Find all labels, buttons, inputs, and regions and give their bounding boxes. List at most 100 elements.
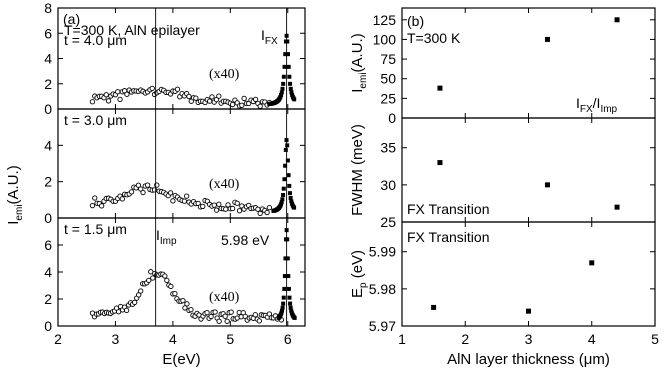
data-point-open	[181, 198, 188, 204]
data-point-square	[282, 286, 287, 291]
y-tick-label: 35	[380, 140, 396, 156]
energy-label: 5.98 eV	[221, 232, 270, 248]
data-point-open	[115, 89, 121, 95]
x-tick-label: 6	[284, 331, 292, 347]
data-point-square	[285, 39, 290, 44]
x-tick-label: 4	[588, 331, 596, 347]
data-point-square	[589, 260, 595, 266]
imp-peak-label: IImp	[156, 227, 177, 247]
data-point-square	[289, 199, 294, 204]
data-point-square	[281, 74, 286, 79]
y-axis-label: Iemi(A.U.)	[5, 165, 25, 224]
data-point-open	[174, 86, 181, 92]
data-point-open	[255, 206, 261, 212]
y-tick-label: 25	[380, 90, 396, 106]
y-tick-label: 0	[44, 210, 52, 226]
data-point-square	[281, 192, 286, 197]
data-point-open	[164, 277, 170, 284]
data-point-square	[437, 85, 443, 91]
data-point-open	[128, 189, 135, 195]
data-point-open	[172, 291, 178, 297]
data-point-square	[437, 160, 443, 166]
data-point-open	[216, 318, 222, 324]
x-axis-label: AlN layer thickness (μm)	[447, 351, 610, 368]
subpanel-frame	[401, 7, 656, 119]
data-point-square	[281, 81, 286, 86]
data-point-square	[544, 36, 550, 42]
data-point-open	[89, 99, 96, 105]
data-point-open	[124, 91, 130, 97]
data-point-square	[544, 182, 550, 188]
data-point-open	[224, 318, 230, 324]
data-point-open	[223, 206, 229, 212]
data-point-open	[144, 182, 151, 188]
data-point-open	[216, 201, 222, 207]
scale-label: (x40)	[209, 177, 240, 192]
data-point-square	[292, 97, 297, 102]
y-tick-label: 2	[44, 291, 52, 307]
y-tick-label: 75	[380, 51, 396, 67]
data-point-open	[211, 202, 217, 208]
y-tick-label: 25	[380, 214, 396, 230]
data-point-open	[241, 95, 247, 102]
data-point-open	[138, 288, 144, 294]
x-tick-label: 4	[169, 331, 177, 347]
data-point-square	[280, 197, 285, 202]
data-point-open	[229, 101, 236, 108]
data-point-square	[292, 315, 297, 320]
data-point-square	[278, 202, 283, 207]
data-point-open	[119, 196, 125, 202]
data-point-open	[264, 209, 270, 216]
data-point-square	[282, 177, 287, 182]
y-axis-label: FWHM (meV)	[349, 124, 366, 216]
data-point-square	[288, 86, 293, 91]
data-point-open	[212, 309, 218, 315]
y-tick-label: 5.98	[369, 281, 396, 297]
data-point-square	[283, 163, 288, 168]
data-point-square	[288, 301, 293, 306]
y-tick-label: 5.97	[369, 318, 396, 334]
data-point-open	[216, 93, 222, 99]
data-point-square	[287, 183, 292, 188]
data-point-square	[279, 310, 284, 315]
data-point-square	[287, 191, 292, 196]
x-tick-label: 2	[54, 331, 62, 347]
data-point-square	[286, 286, 291, 291]
data-point-open	[99, 203, 105, 209]
data-point-square	[287, 74, 292, 79]
data-point-open	[234, 200, 240, 206]
x-tick-label: 5	[226, 331, 234, 347]
data-point-open	[89, 203, 96, 209]
y-tick-label: 4	[44, 264, 52, 280]
y-tick-label: 2	[44, 174, 52, 190]
data-point-open	[222, 313, 228, 319]
y-tick-label: 4	[44, 137, 52, 153]
data-point-square	[526, 308, 531, 314]
data-point-square	[288, 81, 293, 86]
data-point-open	[146, 277, 152, 283]
data-point-square	[279, 200, 284, 205]
ratio-label: IFX/IImp	[576, 95, 618, 115]
data-point-open	[193, 95, 199, 101]
data-point-open	[228, 309, 234, 315]
data-point-square	[292, 205, 297, 210]
y-tick-label: 0	[44, 318, 52, 334]
data-point-open	[149, 85, 155, 92]
data-point-square	[289, 90, 294, 95]
data-point-square	[289, 308, 294, 313]
data-point-open	[252, 96, 259, 103]
x-tick-label: 3	[525, 331, 533, 347]
data-point-square	[614, 204, 620, 210]
data-point-open	[266, 204, 273, 211]
data-point-open	[168, 283, 174, 289]
data-point-open	[209, 94, 215, 100]
scale-label: (x40)	[209, 67, 240, 82]
data-point-square	[280, 308, 285, 313]
header-text: T=300 K, AlN epilayer	[64, 22, 200, 38]
data-point-open	[180, 297, 186, 304]
data-point-square	[288, 305, 293, 310]
data-point-square	[614, 17, 620, 23]
